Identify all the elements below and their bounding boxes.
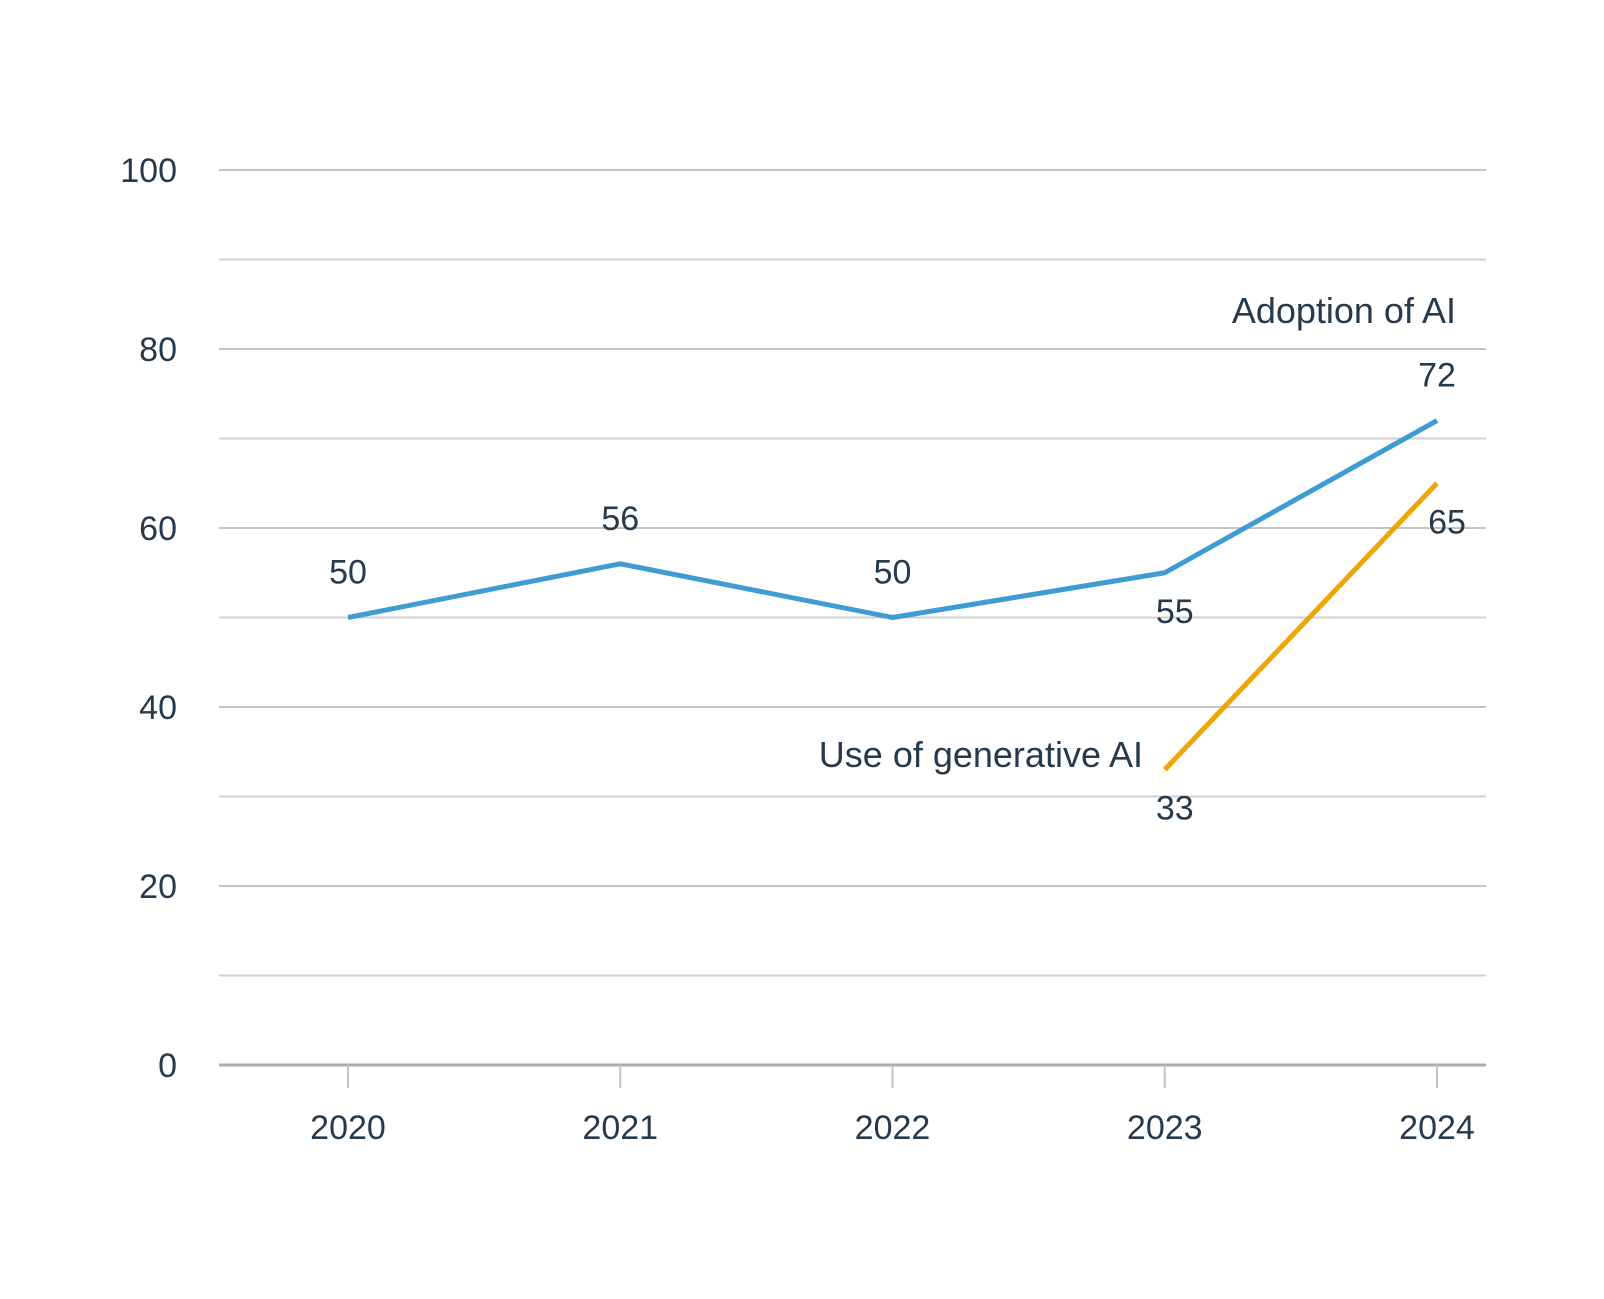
y-axis-tick-label: 60 <box>139 510 177 548</box>
data-point-label: 72 <box>1418 357 1456 395</box>
x-axis-tick-label: 2024 <box>1399 1109 1475 1147</box>
series-label-adoption-of-ai: Adoption of AI <box>1231 290 1456 331</box>
y-axis-tick-label: 100 <box>120 152 177 190</box>
data-point-label: 56 <box>601 500 639 538</box>
series-line <box>1162 481 1439 772</box>
y-axis-tick-label: 20 <box>139 868 177 906</box>
data-point-label: 50 <box>874 554 912 592</box>
data-point-label: 65 <box>1428 503 1466 541</box>
data-point-label: 33 <box>1156 790 1194 828</box>
y-axis-tick-label: 0 <box>158 1047 177 1085</box>
x-axis-tick-label: 2022 <box>855 1109 931 1147</box>
series-label-use-of-generative-ai: Use of generative AI <box>818 734 1143 775</box>
y-axis-tick-label: 80 <box>139 331 177 369</box>
x-axis-tick-label: 2023 <box>1127 1109 1203 1147</box>
y-axis-tick-label: 40 <box>139 689 177 727</box>
series-line <box>347 418 1439 620</box>
data-point-label: 50 <box>329 554 367 592</box>
x-axis-tick-label: 2020 <box>310 1109 386 1147</box>
x-axis-tick-label: 2021 <box>582 1109 658 1147</box>
data-point-label: 55 <box>1156 593 1194 631</box>
